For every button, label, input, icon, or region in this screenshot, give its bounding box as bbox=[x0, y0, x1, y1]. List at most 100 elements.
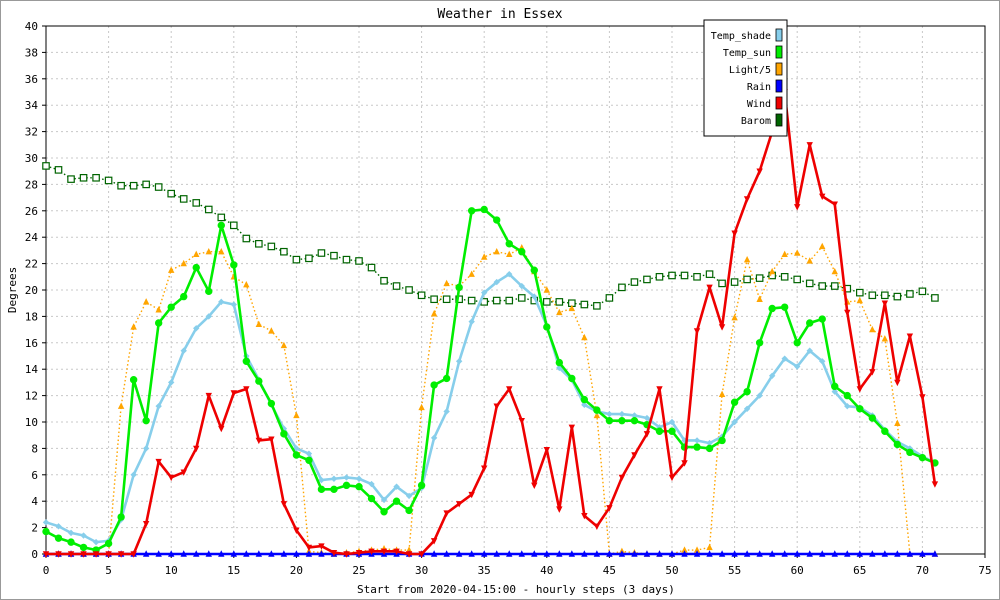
data-point-temp-sun bbox=[380, 508, 388, 516]
data-point-rain bbox=[756, 550, 763, 557]
data-point-barom bbox=[668, 271, 676, 280]
data-point-rain bbox=[142, 550, 150, 557]
data-point-light-5 bbox=[468, 270, 475, 277]
data-point-barom bbox=[154, 183, 163, 191]
data-point-light-5 bbox=[280, 341, 288, 349]
data-point-temp-shade bbox=[142, 445, 150, 452]
data-point-wind bbox=[581, 513, 588, 520]
y-tick-label: 22 bbox=[25, 258, 38, 271]
data-point-temp-sun bbox=[580, 395, 589, 404]
data-point-barom bbox=[605, 294, 614, 302]
data-point-temp-sun bbox=[806, 319, 814, 327]
data-point-barom bbox=[305, 254, 313, 263]
y-tick-label: 38 bbox=[25, 46, 38, 59]
data-point-wind bbox=[906, 333, 914, 340]
data-point-barom bbox=[755, 274, 764, 282]
x-tick-label: 30 bbox=[415, 564, 428, 577]
data-point-barom bbox=[230, 221, 238, 230]
data-point-temp-sun bbox=[856, 405, 864, 413]
data-point-barom bbox=[355, 257, 363, 265]
data-point-barom bbox=[743, 275, 751, 284]
data-point-temp-shade bbox=[668, 418, 676, 426]
data-point-barom bbox=[805, 279, 814, 288]
data-point-rain bbox=[931, 550, 939, 557]
data-point-wind bbox=[80, 551, 87, 558]
y-tick-label: 0 bbox=[31, 548, 38, 561]
data-point-temp-shade bbox=[393, 483, 400, 490]
data-point-light-5 bbox=[819, 242, 826, 250]
data-point-temp-sun bbox=[167, 303, 175, 311]
data-point-light-5 bbox=[193, 250, 200, 258]
data-point-wind bbox=[844, 309, 851, 317]
x-tick-label: 45 bbox=[603, 564, 616, 577]
data-point-temp-shade bbox=[67, 529, 75, 537]
data-point-barom bbox=[881, 291, 889, 300]
data-point-temp-sun bbox=[743, 387, 751, 396]
data-point-temp-sun bbox=[467, 207, 476, 215]
data-point-temp-sun bbox=[593, 406, 601, 414]
data-point-temp-sun bbox=[505, 240, 513, 248]
data-point-wind bbox=[631, 452, 638, 459]
y-tick-label: 18 bbox=[25, 310, 38, 323]
data-point-wind bbox=[268, 436, 275, 443]
legend: Temp_shade Temp_sun Light/5 Rain Wind Barom bbox=[703, 19, 788, 137]
data-point-rain bbox=[631, 550, 638, 557]
data-point-rain bbox=[280, 550, 288, 557]
data-point-rain bbox=[643, 550, 651, 557]
legend-swatch bbox=[775, 79, 783, 93]
data-point-light-5 bbox=[405, 546, 413, 553]
data-point-temp-shade bbox=[330, 475, 338, 482]
data-point-barom bbox=[167, 189, 176, 198]
data-point-wind bbox=[293, 527, 300, 534]
data-point-temp-shade bbox=[481, 289, 488, 296]
legend-swatch bbox=[775, 62, 783, 76]
legend-swatch bbox=[775, 45, 783, 59]
data-point-temp-shade bbox=[193, 325, 200, 332]
data-point-wind bbox=[756, 168, 763, 175]
data-point-rain bbox=[693, 550, 701, 557]
x-tick-label: 75 bbox=[978, 564, 991, 577]
data-point-barom bbox=[593, 302, 601, 310]
data-point-barom bbox=[42, 162, 50, 170]
data-point-barom bbox=[179, 195, 188, 203]
x-tick-label: 25 bbox=[352, 564, 365, 577]
data-point-wind bbox=[430, 538, 438, 545]
data-point-wind bbox=[618, 474, 626, 482]
data-point-light-5 bbox=[881, 335, 889, 342]
data-point-temp-sun bbox=[906, 448, 914, 457]
data-point-barom bbox=[517, 294, 526, 302]
y-tick-label: 26 bbox=[25, 205, 38, 218]
data-point-rain bbox=[293, 550, 300, 557]
data-point-temp-shade bbox=[806, 347, 813, 354]
data-point-temp-shade bbox=[443, 408, 450, 415]
data-point-rain bbox=[506, 550, 513, 557]
data-point-wind bbox=[656, 386, 663, 393]
data-point-light-5 bbox=[268, 327, 275, 334]
data-point-rain bbox=[656, 550, 663, 557]
data-point-barom bbox=[467, 296, 476, 305]
data-point-rain bbox=[218, 550, 225, 557]
x-tick-label: 40 bbox=[540, 564, 553, 577]
data-point-temp-shade bbox=[581, 401, 588, 409]
data-point-rain bbox=[718, 550, 726, 557]
data-point-light-5 bbox=[418, 403, 425, 411]
data-point-rain bbox=[268, 550, 275, 557]
series-barom bbox=[42, 162, 939, 310]
data-point-temp-sun bbox=[630, 416, 639, 425]
data-point-barom bbox=[555, 298, 564, 306]
data-point-light-5 bbox=[543, 286, 550, 293]
data-point-temp-sun bbox=[330, 485, 338, 494]
data-point-temp-shade bbox=[643, 414, 651, 422]
data-point-barom bbox=[705, 270, 714, 278]
data-point-temp-sun bbox=[255, 377, 263, 385]
data-point-temp-sun bbox=[417, 481, 426, 490]
y-tick-label: 12 bbox=[25, 390, 38, 403]
data-point-temp-sun bbox=[868, 414, 877, 422]
data-point-rain bbox=[831, 550, 838, 557]
data-point-barom bbox=[542, 298, 551, 306]
data-point-rain bbox=[243, 550, 250, 557]
data-point-wind bbox=[831, 201, 838, 208]
x-tick-label: 35 bbox=[478, 564, 491, 577]
data-point-barom bbox=[580, 300, 589, 309]
data-point-barom bbox=[868, 291, 877, 300]
